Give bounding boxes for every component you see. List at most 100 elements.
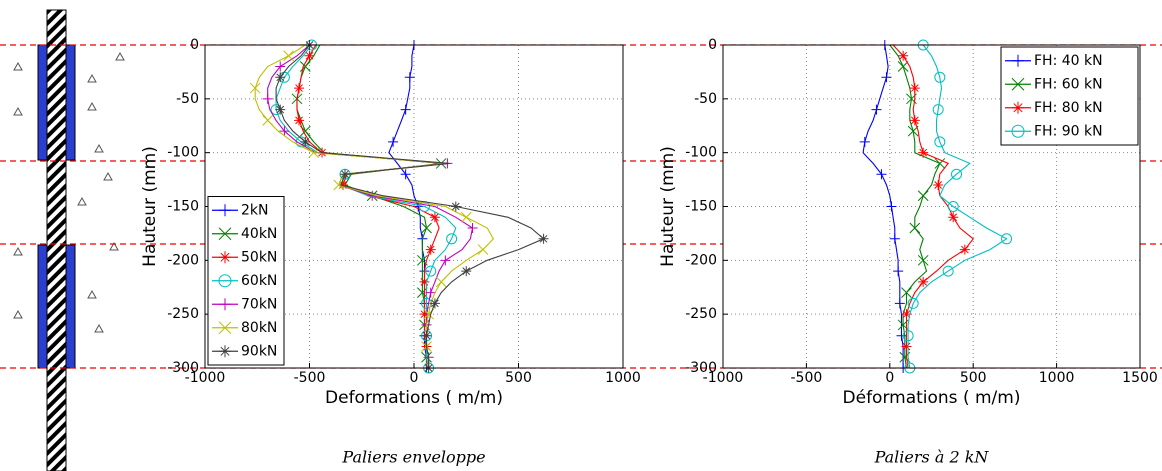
marker bbox=[893, 266, 904, 277]
marker bbox=[902, 330, 914, 342]
marker bbox=[278, 71, 290, 83]
marker bbox=[294, 115, 305, 126]
legend-marker bbox=[1012, 54, 1024, 67]
x-tick-label: -1000 bbox=[185, 370, 226, 386]
marker bbox=[918, 276, 929, 287]
marker bbox=[907, 125, 919, 137]
marker bbox=[901, 309, 912, 320]
marker bbox=[917, 190, 929, 202]
marker bbox=[429, 298, 440, 309]
gauge-block bbox=[37, 244, 48, 369]
marker bbox=[450, 201, 461, 212]
legend: FH: 40 kN FH: 60 kN FH: 80 kN FH: 90 kN bbox=[1000, 46, 1139, 146]
marker bbox=[886, 201, 897, 212]
legend-label: FH: 40 kN bbox=[1034, 53, 1103, 69]
marker bbox=[881, 72, 892, 83]
marker bbox=[419, 309, 430, 320]
marker bbox=[538, 233, 549, 244]
chart: -1000 -500 0 500 1000 0 -50 -100 -150 -200 -250 -30… bbox=[140, 37, 641, 467]
legend-label: 80kN bbox=[241, 320, 277, 336]
marker bbox=[421, 222, 432, 234]
x-tick-label: 1500 bbox=[1122, 370, 1158, 386]
legend-marker bbox=[219, 298, 231, 311]
marker bbox=[909, 222, 921, 234]
plot-frame bbox=[722, 44, 1141, 369]
marker bbox=[435, 276, 447, 288]
legend: 2kN 40kN 50kN 60kN 70kN 80kN 90kN bbox=[207, 196, 285, 366]
marker bbox=[300, 136, 311, 147]
marker bbox=[901, 287, 912, 298]
x-tick-label: 500 bbox=[505, 370, 532, 386]
x-tick-label: -1000 bbox=[703, 370, 744, 386]
y-tick-label: -50 bbox=[694, 91, 717, 107]
marker bbox=[859, 136, 870, 147]
marker bbox=[440, 255, 451, 266]
marker bbox=[467, 223, 478, 234]
marker bbox=[262, 93, 273, 104]
marker bbox=[918, 147, 929, 158]
y-tick-label: -100 bbox=[685, 145, 717, 161]
gauge-block bbox=[37, 44, 48, 161]
marker bbox=[400, 104, 411, 115]
legend-label: 40kN bbox=[241, 226, 277, 242]
marker bbox=[942, 265, 954, 277]
y-tick-label: -200 bbox=[685, 252, 717, 268]
marker bbox=[275, 72, 286, 83]
legend-marker bbox=[218, 321, 232, 335]
y-tick-label: -150 bbox=[167, 199, 199, 215]
marker bbox=[417, 287, 428, 298]
marker bbox=[404, 72, 415, 83]
gauge-block bbox=[65, 44, 76, 161]
y-tick-label: 0 bbox=[708, 37, 717, 53]
marker bbox=[461, 266, 472, 277]
y-tick-label: -250 bbox=[167, 306, 199, 322]
legend-label: FH: 90 kN bbox=[1034, 123, 1103, 139]
legend-marker bbox=[1011, 77, 1025, 91]
y-tick-label: -100 bbox=[167, 145, 199, 161]
legend-label: 90kN bbox=[241, 343, 277, 359]
soil-symbols bbox=[13, 51, 125, 333]
x-tick-label: 500 bbox=[960, 370, 987, 386]
marker bbox=[894, 298, 905, 309]
marker bbox=[876, 169, 887, 180]
marker bbox=[304, 50, 315, 61]
legend-label: 60kN bbox=[241, 273, 277, 289]
marker bbox=[283, 50, 294, 62]
marker bbox=[262, 115, 274, 126]
marker bbox=[951, 168, 963, 180]
marker bbox=[400, 169, 411, 180]
marker bbox=[388, 136, 399, 147]
marker bbox=[275, 104, 286, 115]
marker bbox=[425, 287, 436, 298]
marker bbox=[425, 265, 437, 277]
marker bbox=[279, 126, 290, 137]
marker bbox=[421, 330, 432, 341]
marker bbox=[425, 244, 436, 255]
marker bbox=[898, 50, 909, 61]
y-axis-label: Hauteur (mm) bbox=[140, 146, 160, 267]
chart: -1000 -500 0 500 1000 1500 0 -50 -100 -150 -200 -25… bbox=[658, 37, 1158, 467]
legend-marker bbox=[1011, 124, 1025, 138]
y-tick-label: -150 bbox=[685, 199, 717, 215]
marker bbox=[917, 254, 929, 266]
marker bbox=[249, 82, 261, 94]
marker bbox=[909, 115, 920, 126]
y-tick-label: -300 bbox=[167, 360, 199, 376]
x-tick-label: 0 bbox=[410, 370, 419, 386]
marker bbox=[446, 233, 458, 245]
x-tick-label: -500 bbox=[294, 370, 326, 386]
marker bbox=[871, 104, 882, 115]
x-tick-label: -500 bbox=[791, 370, 823, 386]
y-tick-label: -200 bbox=[167, 252, 199, 268]
legend-label: FH: 80 kN bbox=[1034, 100, 1103, 116]
y-tick-label: -250 bbox=[685, 306, 717, 322]
marker bbox=[932, 104, 944, 116]
legend-marker bbox=[219, 345, 231, 358]
marker bbox=[901, 341, 912, 352]
marker bbox=[460, 211, 472, 223]
marker bbox=[959, 244, 970, 255]
legend-marker bbox=[218, 227, 232, 241]
legend-label: 2kN bbox=[241, 202, 269, 218]
